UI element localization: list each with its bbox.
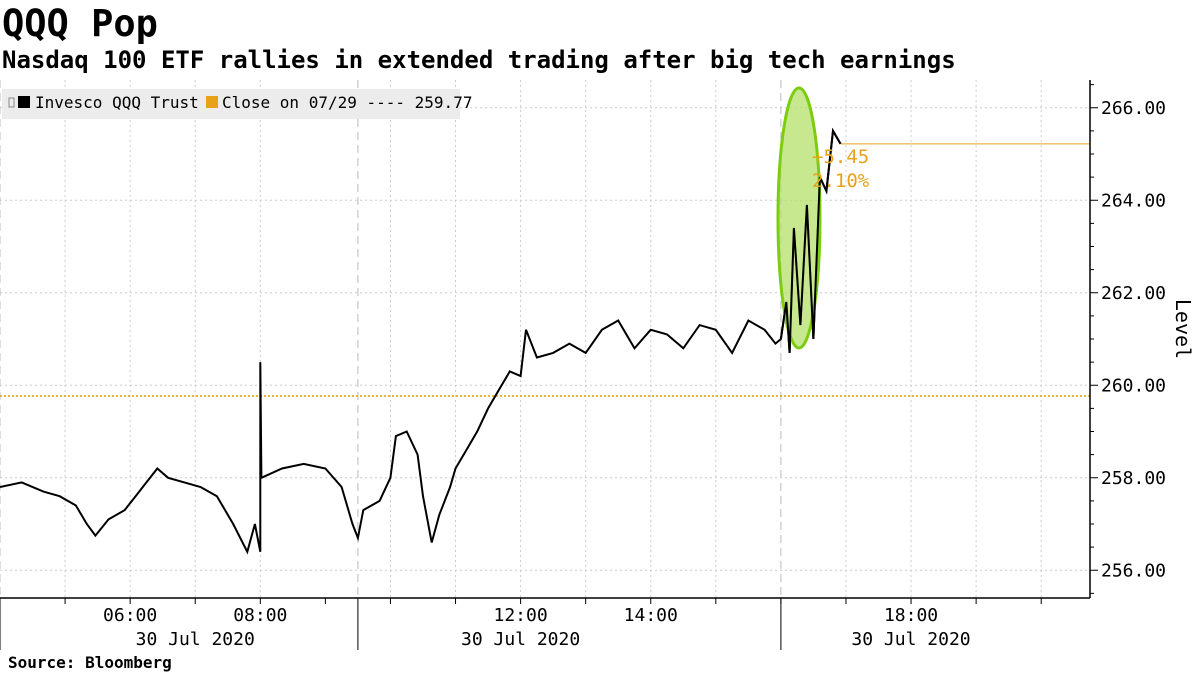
annotations: +5.452.10%: [812, 146, 870, 192]
highlight-ellipse: [776, 86, 822, 350]
x-tick-label: 14:00: [624, 605, 678, 626]
x-tick-label: 12:00: [494, 605, 548, 626]
x-tick-label: 08:00: [233, 605, 287, 626]
annotation-percent: 2.10%: [812, 170, 870, 192]
series-line-invesco-qqq: [0, 127, 842, 555]
y-tick-label: 256.00: [1101, 560, 1166, 581]
x-tick-label: 18:00: [884, 605, 938, 626]
annotation-change: +5.45: [812, 146, 869, 168]
y-tick-label: 258.00: [1101, 468, 1166, 489]
x-date-label: 30 Jul 2020: [851, 629, 970, 650]
x-tick-label: 06:00: [103, 605, 157, 626]
y-tick-label: 266.00: [1101, 98, 1166, 119]
y-tick-label: 264.00: [1101, 190, 1166, 211]
legend-swatch-close: [206, 96, 218, 108]
axes: 256.00 258.00 260.00 262.00 264.00 266.00 Leve…: [0, 80, 1195, 650]
series-layer: [0, 127, 842, 555]
chart-subtitle: Nasdaq 100 ETF rallies in extended tradi…: [2, 46, 956, 74]
y-tick-label: 262.00: [1101, 283, 1166, 304]
series-line-after-hours: [779, 127, 842, 353]
legend-box: [2, 89, 460, 119]
legend-label-qqq: Invesco QQQ Trust: [35, 93, 199, 112]
y-axis-label: Level: [1171, 299, 1195, 359]
source-note: Source: Bloomberg: [8, 653, 172, 672]
y-tick-label: 260.00: [1101, 375, 1166, 396]
reference-layer: [0, 143, 1090, 397]
legend-candle-icon: [8, 97, 15, 108]
legend-label-close: Close on 07/29 ---- 259.77: [222, 93, 472, 112]
x-date-label: 30 Jul 2020: [136, 629, 255, 650]
highlight-layer: [776, 86, 842, 353]
legend-swatch-qqq: [18, 96, 30, 108]
chart-title: QQQ Pop: [2, 2, 158, 45]
legend: Invesco QQQ Trust Close on 07/29 ---- 259…: [2, 89, 472, 119]
grid: [0, 80, 1090, 598]
x-date-label: 30 Jul 2020: [461, 629, 580, 650]
